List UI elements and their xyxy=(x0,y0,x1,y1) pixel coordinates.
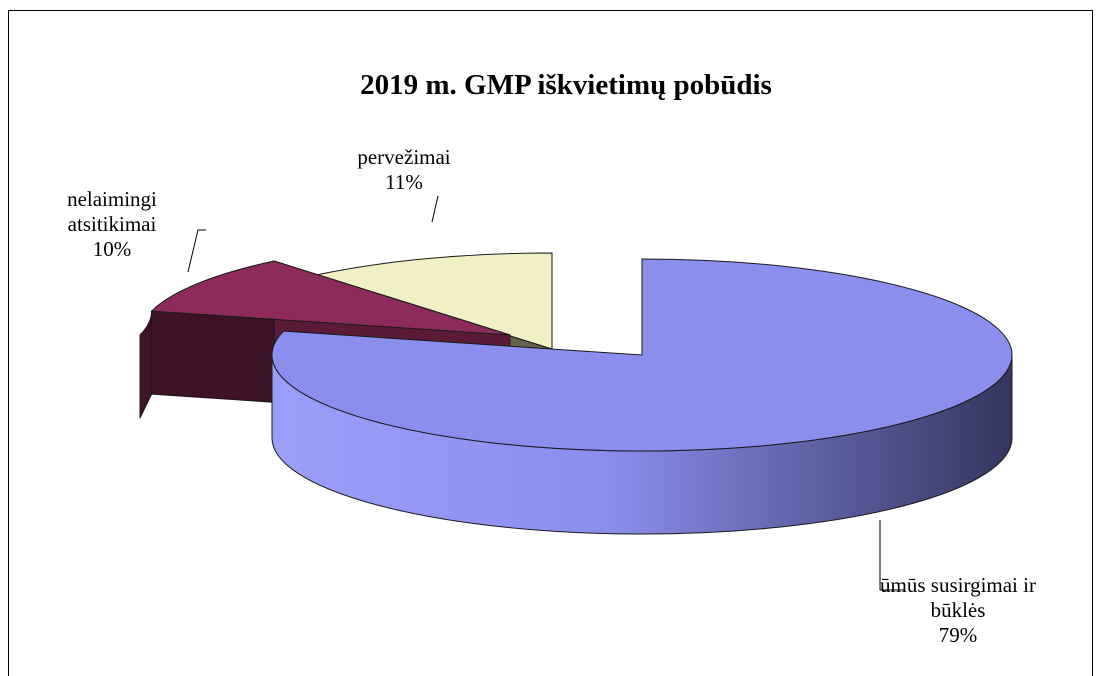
slice-top-face xyxy=(314,252,553,350)
slice-percent-label: 11% xyxy=(385,170,423,194)
slice-percent-label: 79% xyxy=(939,623,978,647)
leader-line xyxy=(879,520,904,591)
slice-label: nelaimingi atsitikimai 10% xyxy=(67,187,157,261)
slice-label: pervežimai 11% xyxy=(357,145,450,194)
leader-line xyxy=(431,195,439,223)
slice-top-face xyxy=(150,260,511,336)
slice-name-label: nelaimingi xyxy=(67,187,157,211)
chart-title: 2019 m. GMP iškvietimų pobūdis xyxy=(360,69,772,101)
slice-label: ūmūs susirgimai ir būklės 79% xyxy=(880,573,1036,647)
pie-slice xyxy=(271,258,1013,535)
slice-name-label: atsitikimai xyxy=(68,212,157,236)
slice-percent-label: 10% xyxy=(93,237,132,261)
slice-labels: ūmūs susirgimai ir būklės 79% nelaimingi ats… xyxy=(67,145,1036,647)
pie-slices xyxy=(139,252,1013,535)
slice-top-face xyxy=(271,258,1013,452)
slice-name-label: ūmūs susirgimai ir xyxy=(880,573,1036,597)
slice-name-label: būklės xyxy=(931,598,986,622)
slice-outer-rim xyxy=(139,311,153,419)
leader-line xyxy=(187,229,206,273)
leader-lines xyxy=(187,195,904,591)
slice-name-label: pervežimai xyxy=(357,145,450,169)
